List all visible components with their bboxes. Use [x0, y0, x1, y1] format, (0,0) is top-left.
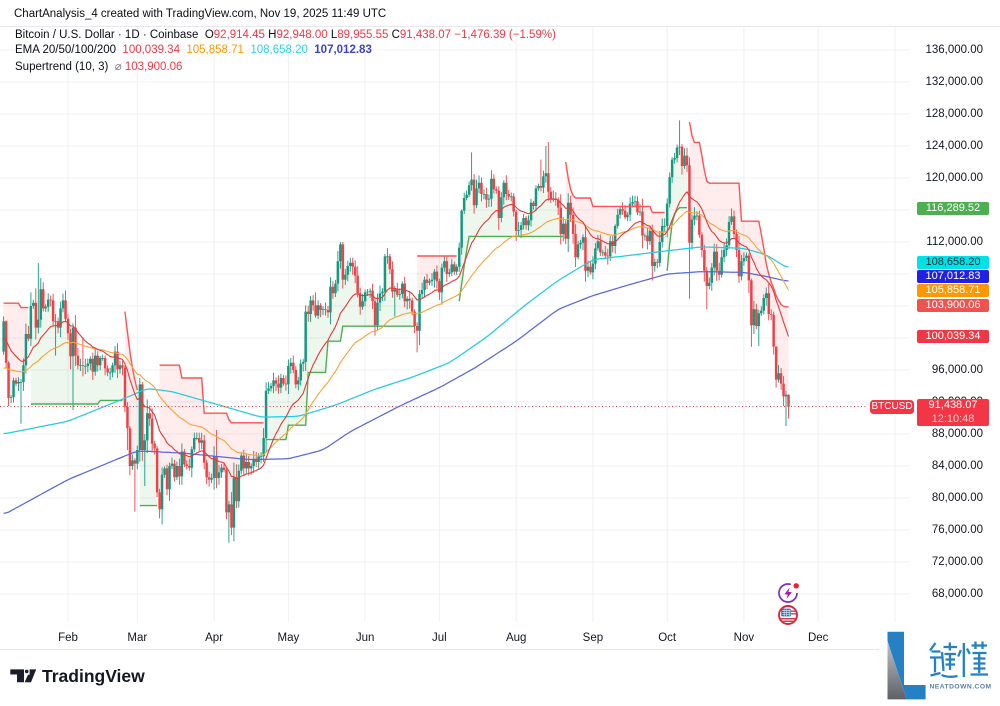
svg-text:NEATDOWN.COM: NEATDOWN.COM — [930, 684, 992, 691]
